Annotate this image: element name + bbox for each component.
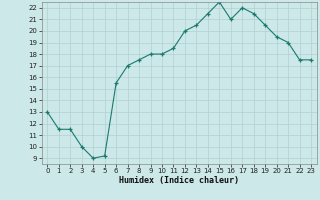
X-axis label: Humidex (Indice chaleur): Humidex (Indice chaleur)	[119, 176, 239, 185]
